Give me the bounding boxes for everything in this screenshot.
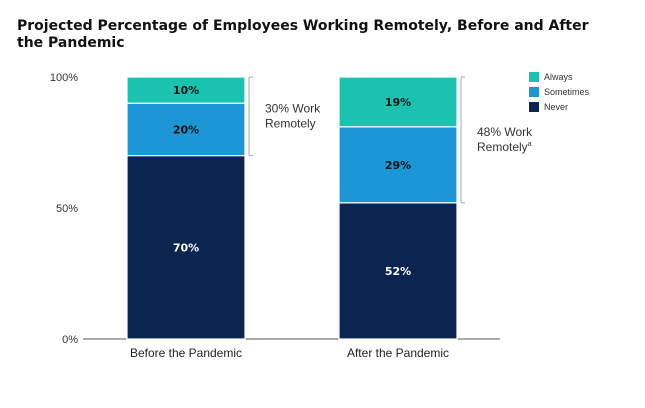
bar-segment-always [126, 76, 246, 104]
data-label: 70% [173, 241, 199, 254]
bar-segment-never [126, 155, 246, 340]
y-tick-label: 50% [56, 203, 78, 215]
data-label: 29% [385, 159, 411, 172]
data-label: 19% [385, 96, 411, 109]
x-tick-label: After the Pandemic [347, 346, 449, 360]
x-tick-label: Before the Pandemic [130, 346, 242, 360]
legend-label: Always [544, 72, 573, 82]
bar-segment-always [338, 76, 458, 128]
data-label: 10% [173, 84, 199, 97]
legend-swatch-never [529, 102, 539, 112]
legend-label: Never [544, 102, 568, 112]
annotation-text: 30% Work [265, 101, 321, 115]
bar-segment-never [338, 202, 458, 340]
data-label: 20% [173, 123, 199, 136]
legend-swatch-always [529, 72, 539, 82]
bar-segment-sometimes [338, 126, 458, 204]
y-tick-label: 100% [50, 72, 78, 84]
legend-label: Sometimes [544, 87, 590, 97]
chart-title: Projected Percentage of Employees Workin… [17, 18, 589, 51]
data-label: 52% [385, 265, 411, 278]
annotation-text: 48% Work [477, 125, 533, 139]
y-tick-label: 0% [62, 334, 78, 346]
annotation-superscript: a [528, 141, 532, 148]
annotation-text: Remotely [265, 116, 316, 130]
legend-swatch-sometimes [529, 87, 539, 97]
annotation-text: Remotelya [477, 140, 532, 154]
